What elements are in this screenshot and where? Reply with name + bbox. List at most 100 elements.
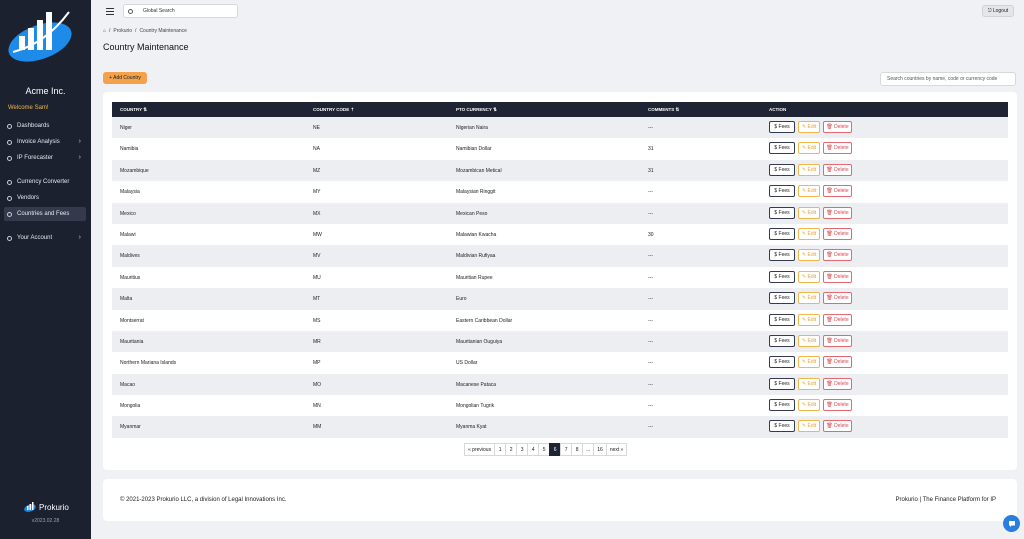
fees-button[interactable]: $ Fees (769, 377, 795, 390)
fees-button[interactable]: $ Fees (769, 249, 795, 262)
fees-button[interactable]: $ Fees (769, 292, 795, 305)
cell-country-code: MO (313, 381, 322, 388)
delete-button[interactable]: 🗑 Delete (823, 206, 852, 219)
edit-button[interactable]: ✎ Edit (798, 292, 820, 305)
sidebar-item-dashboards[interactable]: Dashboards (4, 119, 86, 133)
table-row: Namibia NA Namibian Dollar 31 $ Fees ✎ E… (112, 138, 1008, 159)
fees-button[interactable]: $ Fees (769, 356, 795, 369)
table-header: COUNTRY ⇅ COUNTRY CODE ⇡ PTO CURRENCY ⇅ … (112, 102, 1008, 117)
delete-button[interactable]: 🗑 Delete (823, 292, 852, 305)
row-actions: $ Fees ✎ Edit 🗑 Delete (769, 334, 852, 347)
pagination-item[interactable]: 8 (571, 443, 584, 456)
delete-button[interactable]: 🗑 Delete (823, 313, 852, 326)
chat-button[interactable] (1003, 515, 1020, 532)
trash-icon: 🗑 (826, 188, 833, 195)
cell-country-code: MR (313, 338, 321, 345)
country-search-input[interactable] (880, 72, 1016, 86)
add-country-button[interactable]: + Add Country (103, 72, 147, 84)
cell-country: Myanmar (120, 424, 141, 431)
sidebar-item-your-account[interactable]: Your Account › (4, 231, 86, 245)
fees-button[interactable]: $ Fees (769, 313, 795, 326)
cell-country-code: MZ (313, 167, 321, 174)
sidebar-item-label: Invoice Analysis (17, 139, 60, 145)
edit-button[interactable]: ✎ Edit (798, 356, 820, 369)
trash-icon: 🗑 (826, 209, 833, 216)
column-header-comments[interactable]: COMMENTS ⇅ (648, 107, 680, 112)
sidebar-item-vendors[interactable]: Vendors (4, 191, 86, 205)
cell-country: Mongolia (120, 403, 141, 410)
pagination-item[interactable]: « previous (464, 443, 496, 456)
fees-button[interactable]: $ Fees (769, 206, 795, 219)
cell-country: Montserrat (120, 317, 144, 324)
delete-button[interactable]: 🗑 Delete (823, 227, 852, 240)
company-logo (8, 11, 72, 62)
cell-country-code: MS (313, 317, 321, 324)
sidebar-item-countries-and-fees[interactable]: Countries and Fees (4, 207, 86, 221)
home-icon[interactable]: ⌂ (103, 28, 107, 34)
menu-toggle-icon[interactable] (106, 8, 114, 15)
pagination-item[interactable]: 16 (593, 443, 607, 456)
edit-button[interactable]: ✎ Edit (798, 270, 820, 283)
cell-comments: --- (648, 274, 653, 281)
breadcrumb-item[interactable]: Prokurio (113, 28, 133, 34)
pagination-item[interactable]: next » (605, 443, 628, 456)
column-header-country[interactable]: COUNTRY ⇅ (120, 107, 148, 112)
sidebar-item-invoice-analysis[interactable]: Invoice Analysis › (4, 135, 86, 149)
delete-button[interactable]: 🗑 Delete (823, 356, 852, 369)
logout-label: Logout (992, 8, 1009, 14)
delete-button[interactable]: 🗑 Delete (823, 270, 852, 283)
trash-icon: 🗑 (826, 295, 833, 302)
edit-button[interactable]: ✎ Edit (798, 206, 820, 219)
fees-button[interactable]: $ Fees (769, 420, 795, 433)
sidebar-item-currency-converter[interactable]: Currency Converter (4, 175, 86, 189)
fees-button[interactable]: $ Fees (769, 270, 795, 283)
edit-button[interactable]: ✎ Edit (798, 121, 820, 133)
edit-button[interactable]: ✎ Edit (798, 227, 820, 240)
fees-button[interactable]: $ Fees (769, 185, 795, 198)
cell-pto-currency: Myanma Kyat (456, 424, 487, 431)
edit-button[interactable]: ✎ Edit (798, 163, 820, 176)
sidebar-item-label: Your Account (17, 235, 53, 241)
fees-button[interactable]: $ Fees (769, 399, 795, 412)
fees-button[interactable]: $ Fees (769, 121, 795, 133)
table-row: Mexico MX Mexican Peso --- $ Fees ✎ Edit… (112, 202, 1008, 224)
edit-icon: ✎ (801, 295, 807, 302)
fees-button[interactable]: $ Fees (769, 334, 795, 347)
edit-icon: ✎ (801, 124, 807, 130)
delete-button[interactable]: 🗑 Delete (823, 399, 852, 412)
fees-button[interactable]: $ Fees (769, 227, 795, 240)
cell-comments: --- (648, 210, 653, 217)
delete-button[interactable]: 🗑 Delete (823, 420, 852, 433)
edit-button[interactable]: ✎ Edit (798, 377, 820, 390)
column-header-country-code[interactable]: COUNTRY CODE ⇡ (313, 107, 355, 112)
cell-comments: --- (648, 189, 653, 196)
fees-button[interactable]: $ Fees (769, 163, 795, 176)
pagination-item[interactable]: 5 (538, 443, 551, 456)
footer-copyright: © 2021-2023 Prokurio LLC, a division of … (120, 497, 287, 503)
edit-button[interactable]: ✎ Edit (798, 399, 820, 412)
row-actions: $ Fees ✎ Edit 🗑 Delete (769, 420, 852, 433)
edit-button[interactable]: ✎ Edit (798, 313, 820, 326)
global-search[interactable] (123, 4, 238, 18)
logout-button[interactable]: ⎋ Logout (982, 5, 1014, 17)
delete-button[interactable]: 🗑 Delete (823, 163, 852, 176)
delete-button[interactable]: 🗑 Delete (823, 121, 852, 133)
edit-button[interactable]: ✎ Edit (798, 185, 820, 198)
org-name: Acme Inc. (25, 86, 66, 96)
delete-button[interactable]: 🗑 Delete (823, 377, 852, 390)
column-header-pto-currency[interactable]: PTO CURRENCY ⇅ (456, 107, 497, 112)
app-version: v2023.02.28 (31, 518, 60, 524)
edit-button[interactable]: ✎ Edit (798, 142, 820, 155)
sidebar-item-ip-forecaster[interactable]: IP Forecaster › (4, 151, 86, 165)
delete-button[interactable]: 🗑 Delete (823, 185, 852, 198)
edit-button[interactable]: ✎ Edit (798, 420, 820, 433)
trash-icon: 🗑 (826, 252, 833, 259)
fees-button[interactable]: $ Fees (769, 142, 795, 155)
delete-button[interactable]: 🗑 Delete (823, 142, 852, 155)
edit-button[interactable]: ✎ Edit (798, 249, 820, 262)
delete-button[interactable]: 🗑 Delete (823, 334, 852, 347)
edit-button[interactable]: ✎ Edit (798, 334, 820, 347)
delete-button[interactable]: 🗑 Delete (823, 249, 852, 262)
edit-icon: ✎ (801, 359, 807, 366)
global-search-input[interactable] (143, 8, 223, 14)
